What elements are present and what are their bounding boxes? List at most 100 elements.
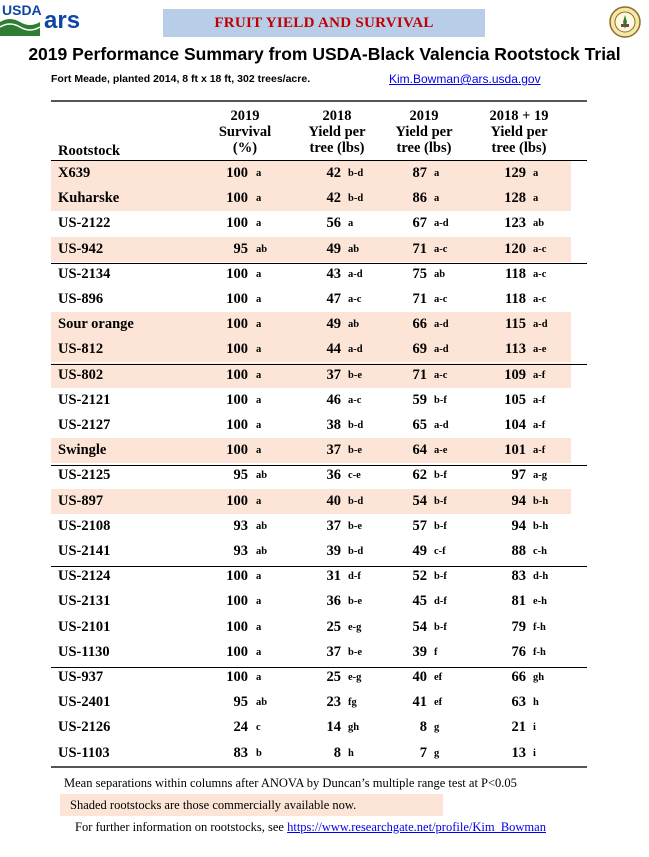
table-row: US-2141 93 ab 39 b-d 49 c-f 88 c-h <box>51 539 571 564</box>
yield-2018-significance-letter: b-e <box>348 646 362 658</box>
yield-total-significance-letter: f-h <box>533 646 546 658</box>
yield-total-significance-letter: i <box>533 747 536 759</box>
survival-value: 100 <box>226 341 248 358</box>
survival-significance-letter: a <box>256 193 262 205</box>
yield-2018-value: 46 <box>326 391 342 408</box>
survival-significance-letter: ab <box>256 243 268 255</box>
yield-total-significance-letter: h <box>533 697 539 709</box>
yield-2018-value: 36 <box>326 467 342 484</box>
yield-2019-significance-letter: a-d <box>434 420 449 431</box>
yield-2019-value: 7 <box>419 744 427 761</box>
yield-total-significance-letter: d-h <box>533 571 549 583</box>
yield-total-significance-letter: a-c <box>533 294 547 305</box>
yield-2018-significance-letter: e-g <box>348 672 362 683</box>
yield-2018-value: 31 <box>326 568 342 585</box>
yield-2018-value: 38 <box>326 417 342 433</box>
yield-total-significance-letter: a-e <box>533 344 547 356</box>
yield-2019-value: 71 <box>412 240 428 257</box>
table-row: US-812 100 a 44 a-d 69 a-d 113 a-e <box>51 337 571 363</box>
yield-2018-significance-letter: a-d <box>348 268 363 280</box>
yield-2018-significance-letter: d-f <box>348 571 361 583</box>
rootstock-name: US-937 <box>58 669 104 685</box>
yield-2018-significance-letter: h <box>348 747 354 759</box>
survival-value: 83 <box>233 744 249 761</box>
yield-total-value: 94 <box>511 492 527 509</box>
yield-total-significance-letter: a-f <box>533 369 546 381</box>
rootstock-name: Sour orange <box>58 316 134 333</box>
table-row: Sour orange 100 a 49 ab 66 a-d 115 a-d <box>51 312 571 338</box>
table-row: US-802 100 a 37 b-e 71 a-c 109 a-f <box>51 362 571 388</box>
rootstock-name: US-896 <box>58 291 104 307</box>
survival-value: 100 <box>226 316 248 333</box>
survival-significance-letter: a <box>256 445 262 457</box>
yield-2019-significance-letter: g <box>434 722 440 734</box>
yield-total-value: 88 <box>511 543 527 559</box>
survival-significance-letter: a <box>256 294 262 305</box>
rootstock-name: US-802 <box>58 366 104 383</box>
yield-2019-significance-letter: b-f <box>434 621 447 633</box>
table-row: US-2401 95 ab 23 fg 41 ef 63 h <box>51 690 571 715</box>
survival-significance-letter: a <box>256 218 262 230</box>
yield-2018-significance-letter: b-d <box>348 495 364 507</box>
table-row: US-896 100 a 47 a-c 71 a-c 118 a-c <box>51 287 571 312</box>
table-row: US-2126 24 c 14 gh 8 g 21 i <box>51 715 571 740</box>
yield-2019-significance-letter: f <box>434 646 438 658</box>
survival-value: 100 <box>226 391 248 408</box>
yield-2019-significance-letter: a-c <box>434 369 448 381</box>
table-row: US-2124 100 a 31 d-f 52 b-f 83 d-h <box>51 564 571 589</box>
yield-2018-value: 37 <box>326 517 342 534</box>
survival-significance-letter: a <box>256 168 262 179</box>
rootstock-name: US-1130 <box>58 643 110 660</box>
yield-2018-value: 39 <box>326 543 342 559</box>
yield-2019-value: 8 <box>419 719 427 736</box>
ars-logo-text: ars <box>44 7 80 34</box>
survival-significance-letter: a <box>256 420 262 431</box>
yield-total-value: 129 <box>504 165 526 181</box>
yield-2018-significance-letter: e-g <box>348 621 362 633</box>
survival-value: 100 <box>226 165 248 181</box>
rootstock-name: US-2401 <box>58 694 111 711</box>
survival-value: 93 <box>233 517 249 534</box>
survival-value: 93 <box>233 543 249 559</box>
yield-2019-value: 39 <box>412 643 428 660</box>
yield-2018-significance-letter: ab <box>348 319 360 331</box>
yield-total-significance-letter: a-f <box>533 445 546 457</box>
yield-2018-value: 37 <box>326 442 342 459</box>
yield-total-value: 118 <box>505 265 526 282</box>
yield-total-value: 97 <box>511 467 527 484</box>
rootstock-name: US-2127 <box>58 417 111 433</box>
survival-value: 95 <box>233 467 249 484</box>
survival-value: 100 <box>226 669 248 685</box>
yield-2019-value: 54 <box>412 618 428 635</box>
survival-value: 100 <box>226 618 248 635</box>
contact-email-link[interactable]: Kim.Bowman@ars.usda.gov <box>389 72 541 86</box>
page-title: 2019 Performance Summary from USDA-Black… <box>28 44 621 64</box>
yield-2019-significance-letter: b-f <box>434 394 447 406</box>
yield-total-value: 66 <box>511 669 527 685</box>
yield-total-significance-letter: f-h <box>533 621 546 633</box>
survival-significance-letter: a <box>256 596 262 608</box>
rootstock-name: US-1103 <box>58 744 110 761</box>
yield-2018-significance-letter: b-e <box>348 369 362 381</box>
survival-significance-letter: a <box>256 672 262 683</box>
yield-2018-significance-letter: a-d <box>348 344 363 356</box>
table-row: US-942 95 ab 49 ab 71 a-c 120 a-c <box>51 236 571 262</box>
rootstock-name: US-812 <box>58 341 104 358</box>
table-bottom-rule <box>51 766 587 768</box>
yield-total-significance-letter: c-h <box>533 546 547 557</box>
researchgate-link[interactable]: https://www.researchgate.net/profile/Kim… <box>287 820 546 834</box>
rootstock-name: US-2125 <box>58 467 111 484</box>
yield-2018-significance-letter: b-e <box>348 596 362 608</box>
yield-2019-value: 49 <box>412 543 428 559</box>
table-row: X639 100 a 42 b-d 87 a 129 a <box>51 161 571 186</box>
yield-2018-value: 23 <box>326 694 342 711</box>
survival-significance-letter: a <box>256 369 262 381</box>
group-divider <box>51 465 587 466</box>
yield-total-value: 76 <box>511 643 527 660</box>
yield-total-value: 94 <box>511 517 527 534</box>
yield-2019-value: 57 <box>412 517 428 534</box>
survival-value: 100 <box>226 492 248 509</box>
table-row: US-2127 100 a 38 b-d 65 a-d 104 a-f <box>51 413 571 438</box>
yield-2019-value: 41 <box>412 694 428 711</box>
yield-2019-value: 45 <box>412 593 428 610</box>
